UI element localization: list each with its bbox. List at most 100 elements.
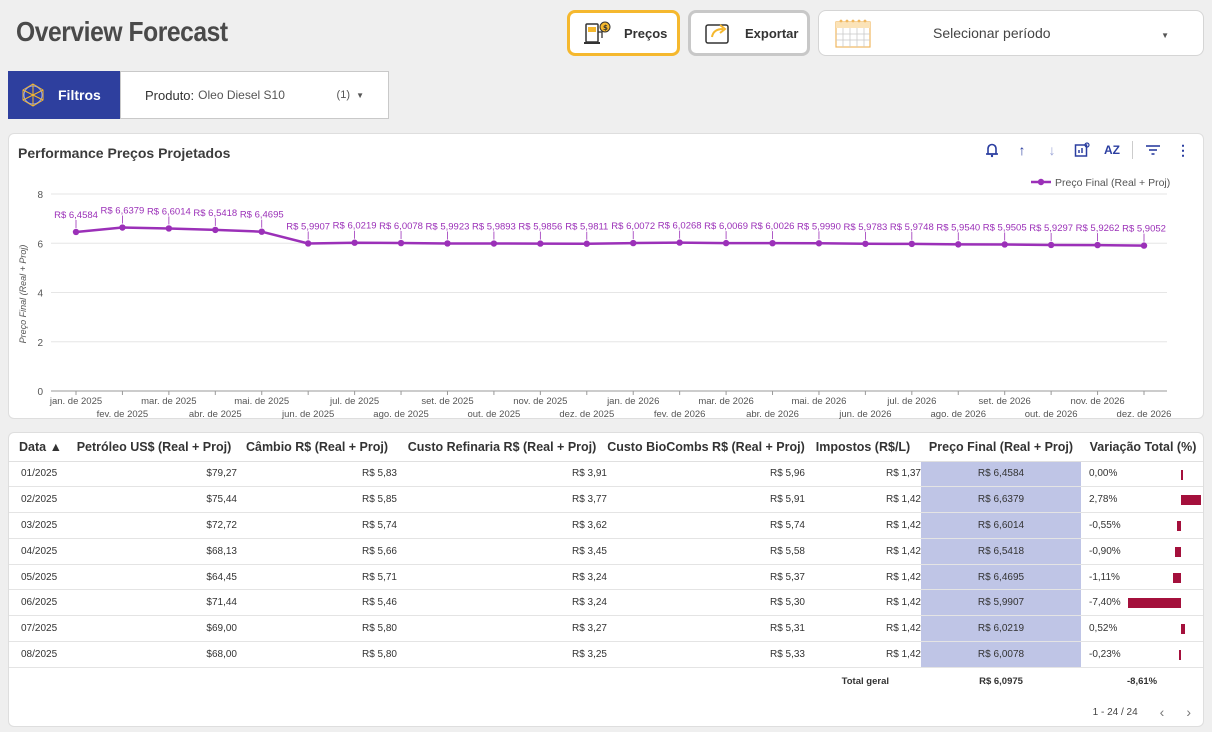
- totals-variacao: -8,61%: [1127, 676, 1158, 688]
- x-tick-label: nov. de 2025: [513, 396, 567, 407]
- sort-ascending-icon[interactable]: ↑: [1018, 142, 1026, 158]
- data-label: R$ 6,0069: [704, 221, 748, 232]
- data-point: [583, 240, 590, 247]
- cell-biocombs: R$ 5,30: [607, 589, 805, 617]
- column-header[interactable]: Preço Final (Real + Proj): [921, 433, 1081, 462]
- product-filter[interactable]: Produto: Oleo Diesel S10 (1) ▼: [120, 71, 389, 119]
- cell-cambio: R$ 5,66: [237, 538, 397, 565]
- data-label: R$ 6,0026: [751, 221, 795, 232]
- variation-bar: [1174, 546, 1181, 557]
- exportar-label: Exportar: [745, 25, 799, 41]
- filter-icon[interactable]: [1143, 140, 1163, 160]
- cell-variacao: -0,90%: [1081, 538, 1203, 565]
- data-point: [676, 239, 683, 246]
- cell-impostos: R$ 1,42: [805, 538, 921, 565]
- column-header[interactable]: Câmbio R$ (Real + Proj): [237, 433, 397, 462]
- table-row[interactable]: 03/2025 $72,72 R$ 5,74 R$ 3,62 R$ 5,74 R$ 1,4…: [9, 512, 1203, 539]
- chevron-down-icon: ▼: [356, 90, 364, 100]
- cell-impostos: R$ 1,42: [805, 615, 921, 643]
- variation-value: 2,78%: [1089, 494, 1118, 506]
- data-point: [1094, 241, 1101, 249]
- cell-cambio: R$ 5,74: [237, 512, 397, 539]
- table-row[interactable]: 04/2025 $68,13 R$ 5,66 R$ 3,45 R$ 5,58 R$ 1,4…: [9, 538, 1203, 565]
- cell-variacao: -1,11%: [1081, 564, 1203, 591]
- chart-settings-icon[interactable]: [1072, 140, 1092, 160]
- precos-button[interactable]: $ Preços: [567, 10, 680, 56]
- period-selector[interactable]: Selecionar período ▼: [818, 10, 1204, 56]
- column-header[interactable]: Custo Refinaria R$ (Real + Proj): [397, 433, 607, 462]
- table-row[interactable]: 05/2025 $64,45 R$ 5,71 R$ 3,24 R$ 5,37 R$ 1,4…: [9, 564, 1203, 591]
- x-tick-label: fev. de 2026: [654, 409, 706, 420]
- exportar-button[interactable]: Exportar: [688, 10, 810, 56]
- data-point: [444, 240, 451, 247]
- totals-row: Total geral R$ 6,0975 -8,61%: [9, 667, 1203, 695]
- sort-descending-icon[interactable]: ↓: [1048, 142, 1056, 158]
- column-header[interactable]: Custo BioCombs R$ (Real + Proj): [607, 433, 805, 462]
- fuel-pump-icon: $: [584, 21, 611, 44]
- cell-biocombs: R$ 5,37: [607, 564, 805, 591]
- data-point: [351, 239, 358, 246]
- data-label: R$ 6,4695: [240, 210, 284, 221]
- data-point: [165, 225, 173, 232]
- y-tick-label: 8: [37, 190, 43, 201]
- variation-value: 0,00%: [1089, 468, 1118, 480]
- cell-petroleo: $64,45: [71, 564, 237, 591]
- table-row[interactable]: 08/2025 $68,00 R$ 5,80 R$ 3,25 R$ 5,33 R$ 1,4…: [9, 641, 1203, 668]
- cell-impostos: R$ 1,42: [805, 512, 921, 539]
- data-point: [769, 239, 776, 247]
- table-row[interactable]: 07/2025 $69,00 R$ 5,80 R$ 3,27 R$ 5,31 R$ 1,4…: [9, 615, 1203, 643]
- data-label: R$ 5,9856: [518, 222, 562, 233]
- x-tick-label: jun. de 2025: [281, 409, 334, 420]
- data-label: R$ 5,9923: [426, 221, 470, 232]
- more-options-icon[interactable]: ⋮: [1176, 141, 1190, 158]
- x-tick-label: ago. de 2026: [931, 409, 986, 420]
- cell-variacao: 0,52%: [1081, 615, 1203, 643]
- variation-bar: [1128, 598, 1181, 609]
- data-label: R$ 5,9540: [936, 222, 980, 233]
- column-header-data-sortable[interactable]: Data ▲: [9, 433, 71, 462]
- data-label: R$ 6,0072: [611, 221, 655, 232]
- column-header[interactable]: Variação Total (%): [1081, 433, 1203, 462]
- cell-cambio: R$ 5,80: [237, 641, 397, 668]
- cell-variacao: -0,55%: [1081, 512, 1203, 539]
- chevron-left-icon[interactable]: ‹: [1159, 704, 1165, 720]
- legend-label: Preço Final (Real + Proj): [1055, 177, 1170, 189]
- table-row[interactable]: 02/2025 $75,44 R$ 5,85 R$ 3,77 R$ 5,91 R$ 1,4…: [9, 486, 1203, 514]
- column-header[interactable]: Petróleo US$ (Real + Proj): [71, 433, 237, 462]
- cell-data: 06/2025: [9, 589, 71, 617]
- data-label: R$ 6,6014: [147, 206, 191, 217]
- variation-value: -0,55%: [1089, 519, 1121, 531]
- export-icon: [705, 24, 729, 44]
- data-point: [908, 240, 916, 248]
- pagination-range: 1 - 24 / 24: [1092, 706, 1138, 718]
- totals-empty-cell: [397, 667, 607, 695]
- product-filter-label: Produto:: [145, 87, 195, 103]
- x-tick-label: mar. de 2025: [141, 396, 196, 407]
- data-label: R$ 5,9990: [797, 221, 841, 232]
- variation-value: -0,23%: [1089, 648, 1121, 660]
- cell-refinaria: R$ 3,25: [397, 641, 607, 668]
- x-tick-label: out. de 2026: [1025, 409, 1078, 420]
- data-label: R$ 5,9052: [1122, 224, 1166, 235]
- filters-label: Filtros: [58, 87, 101, 103]
- variation-bar: [1177, 521, 1181, 532]
- data-point: [1140, 242, 1148, 249]
- data-label: R$ 6,0268: [658, 221, 702, 232]
- table-row[interactable]: 06/2025 $71,44 R$ 5,46 R$ 3,24 R$ 5,30 R$ 1,4…: [9, 589, 1203, 617]
- alert-bell-icon[interactable]: [982, 140, 1002, 160]
- column-header[interactable]: Impostos (R$/L): [805, 433, 921, 462]
- table-row[interactable]: 01/2025 $79,27 R$ 5,83 R$ 3,91 R$ 5,96 R$ 1,3…: [9, 461, 1203, 488]
- totals-empty-cell: [237, 667, 397, 695]
- cell-refinaria: R$ 3,62: [397, 512, 607, 539]
- x-tick-label: jul. de 2026: [886, 396, 936, 407]
- chevron-right-icon[interactable]: ›: [1186, 704, 1191, 720]
- x-tick-label: set. de 2026: [979, 396, 1031, 407]
- data-point: [537, 240, 544, 247]
- sort-az-icon[interactable]: AZ: [1104, 143, 1120, 157]
- variation-value: -0,90%: [1089, 545, 1121, 557]
- cell-cambio: R$ 5,80: [237, 615, 397, 643]
- cell-preco: R$ 6,0078: [921, 641, 1081, 668]
- filters-button[interactable]: Filtros: [8, 71, 120, 119]
- precos-label: Preços: [624, 25, 668, 41]
- data-label: R$ 6,5418: [193, 208, 237, 219]
